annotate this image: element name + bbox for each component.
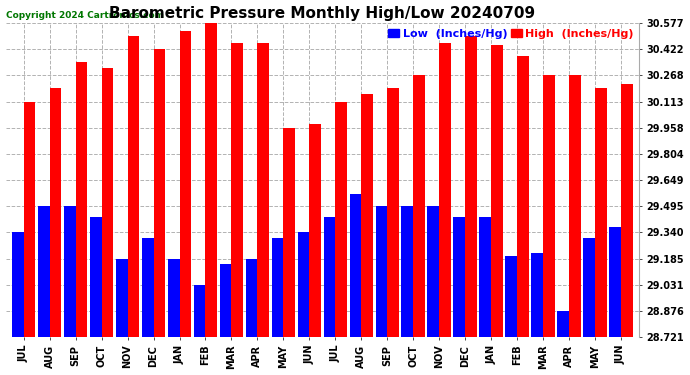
Bar [64,206,76,337]
Bar [231,43,243,337]
Text: Copyright 2024 Cartronics.com: Copyright 2024 Cartronics.com [6,11,164,20]
Bar [324,217,335,337]
Bar [142,237,154,337]
Bar [375,206,387,337]
Bar [309,124,321,337]
Bar [362,94,373,337]
Bar [413,75,425,337]
Bar [465,36,477,337]
Bar [154,50,165,337]
Bar [90,217,101,337]
Bar [387,88,399,337]
Bar [583,237,595,337]
Bar [50,88,61,337]
Bar [531,253,543,337]
Legend: Low  (Inches/Hg), High  (Inches/Hg): Low (Inches/Hg), High (Inches/Hg) [388,28,633,39]
Bar [116,259,128,337]
Bar [23,102,35,337]
Bar [517,57,529,337]
Bar [453,217,465,337]
Bar [350,194,362,337]
Bar [246,259,257,337]
Bar [543,75,555,337]
Bar [38,206,50,337]
Bar [101,68,113,337]
Bar [621,84,633,337]
Bar [194,285,206,337]
Bar [257,43,269,337]
Bar [439,43,451,337]
Bar [595,88,607,337]
Title: Barometric Pressure Monthly High/Low 20240709: Barometric Pressure Monthly High/Low 202… [109,6,535,21]
Bar [335,102,347,337]
Bar [480,217,491,337]
Bar [609,227,621,337]
Bar [128,36,139,337]
Bar [569,75,581,337]
Bar [428,206,439,337]
Bar [505,256,517,337]
Bar [206,21,217,337]
Bar [168,259,179,337]
Bar [491,45,503,337]
Bar [179,31,191,337]
Bar [402,206,413,337]
Bar [219,264,231,337]
Bar [76,62,88,337]
Bar [297,232,309,337]
Bar [12,232,23,337]
Bar [272,237,284,337]
Bar [558,311,569,337]
Bar [284,128,295,337]
